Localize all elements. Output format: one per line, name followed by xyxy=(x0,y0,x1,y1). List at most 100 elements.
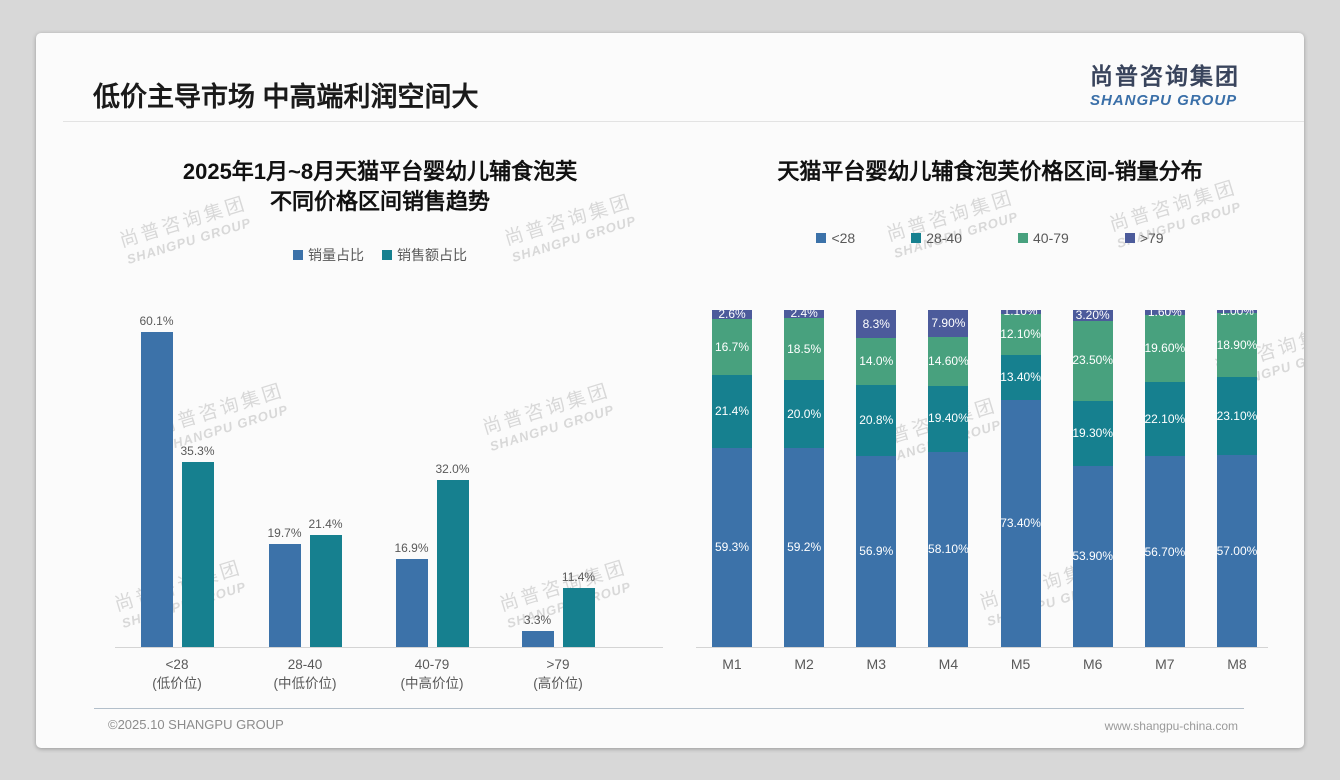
segment-value-label: 8.3% xyxy=(862,316,890,331)
bar-segment xyxy=(1000,310,1041,314)
bar-segment xyxy=(1216,310,1257,314)
segment-value-label: 19.30% xyxy=(1072,425,1114,440)
bar-segment xyxy=(712,310,752,319)
bar-segment xyxy=(1000,399,1041,648)
bar-segment xyxy=(1000,313,1041,355)
x-axis-label: M1 xyxy=(722,656,742,672)
stacked-chart-legend: <28 28-40 40-79 >79 xyxy=(700,230,1280,246)
bar-segment xyxy=(712,375,752,448)
grouped-x-axis: <28 (低价位) 28-40 (中低价位) 40-79 (中高价位) >79 (高价位) xyxy=(115,655,675,701)
segment-value-label: 16.7% xyxy=(714,339,750,354)
bar-segment xyxy=(856,385,897,456)
bar-segment xyxy=(1072,465,1113,648)
x-axis-label: M8 xyxy=(1227,656,1247,672)
segment-value-label: 22.10% xyxy=(1144,411,1186,426)
legend-label: >79 xyxy=(1139,230,1164,246)
x-axis-label: M4 xyxy=(938,656,959,672)
segment-value-label: 56.9% xyxy=(859,544,894,559)
bar-segment xyxy=(1144,456,1185,648)
bar-value-label: 3.3% xyxy=(523,612,552,627)
segment-value-label: 14.0% xyxy=(859,354,894,369)
bar-value-label: 11.4% xyxy=(561,570,596,585)
segment-value-label: 3.20% xyxy=(1075,310,1110,323)
bar-value-label: 19.7% xyxy=(267,526,302,541)
x-axis-label: 28-40 (中低价位) xyxy=(245,655,365,693)
slide: 尚普咨询集团 SHANGPU GROUP 尚普咨询集团 SHANGPU GROUP 尚普… xyxy=(36,33,1304,748)
segment-value-label: 58.10% xyxy=(928,542,969,557)
logo-en-text: SHANGPU GROUP xyxy=(1090,92,1238,109)
legend-swatch-icon xyxy=(911,233,922,243)
bar-segment xyxy=(712,447,752,648)
segment-value-label: 18.5% xyxy=(787,341,822,356)
x-axis-label: M6 xyxy=(1082,656,1103,672)
company-logo: 尚普咨询集团 SHANGPU GROUP xyxy=(1090,57,1240,109)
legend-swatch-icon xyxy=(1124,233,1135,243)
segment-value-label: 14.60% xyxy=(928,353,969,368)
bar-segment xyxy=(856,455,897,648)
segment-value-label: 1.60% xyxy=(1147,310,1182,320)
grouped-x-axis-line xyxy=(115,647,663,648)
segment-value-label: 57.00% xyxy=(1216,544,1258,559)
segment-value-label: 73.40% xyxy=(1000,516,1041,531)
bar xyxy=(140,331,173,648)
x-axis-label-line: >79 xyxy=(546,657,570,672)
segment-value-label: 59.3% xyxy=(714,540,750,555)
segment-value-label: 2.4% xyxy=(790,310,818,321)
segment-value-label: 1.00% xyxy=(1219,310,1254,319)
segment-value-label: 18.90% xyxy=(1216,337,1258,352)
bar-segment xyxy=(784,310,825,318)
bar-segment xyxy=(856,310,897,339)
stacked-x-axis-line xyxy=(696,647,1268,648)
bar-segment xyxy=(1072,400,1113,466)
legend-swatch-icon xyxy=(1018,233,1028,243)
segment-value-label: 19.40% xyxy=(928,411,969,426)
bar-value-label: 35.3% xyxy=(180,444,215,459)
grouped-chart-title: 2025年1月~8月天猫平台婴幼儿辅食泡芙 不同价格区间销售趋势 xyxy=(100,157,660,217)
x-axis-label-line: 28-40 xyxy=(287,657,323,672)
segment-value-label: 23.50% xyxy=(1072,353,1114,368)
x-axis-label-line: (高价位) xyxy=(533,676,583,691)
grouped-chart-title-line2: 不同价格区间销售趋势 xyxy=(269,189,490,214)
bar-segment xyxy=(928,451,969,648)
bar-segment xyxy=(1216,313,1257,378)
grouped-chart-title-line1: 2025年1月~8月天猫平台婴幼儿辅食泡芙 xyxy=(182,159,578,184)
legend-item: 销售额占比 xyxy=(382,245,467,265)
x-axis-label-line: 40-79 xyxy=(414,657,450,672)
x-axis-label-line: (低价位) xyxy=(152,676,202,691)
bar xyxy=(521,630,554,648)
legend-label: 销量占比 xyxy=(308,247,364,263)
bar-segment xyxy=(856,338,897,386)
grouped-bar-plot: 60.1% 19.7% 16.9% 3.3% 35.3% 21.4% 32.0% 11.4% xyxy=(115,308,675,648)
bar-segment xyxy=(928,336,969,387)
bar-value-label: 21.4% xyxy=(308,517,343,532)
bar-segment xyxy=(1144,310,1185,316)
bar-segment xyxy=(712,318,752,376)
bar-segment xyxy=(784,380,825,448)
legend-swatch-icon xyxy=(293,250,303,260)
copyright-text: ©2025.10 SHANGPU GROUP xyxy=(108,717,284,732)
stacked-chart-title: 天猫平台婴幼儿辅食泡芙价格区间-销量分布 xyxy=(777,159,1203,184)
segment-value-label: 19.60% xyxy=(1144,341,1186,356)
bar-segment xyxy=(928,310,969,337)
logo-cn-text: 尚普咨询集团 xyxy=(1090,63,1240,89)
grouped-chart-legend: 销量占比 销售额占比 xyxy=(100,245,660,265)
segment-value-label: 53.90% xyxy=(1072,549,1114,564)
bar-value-label: 60.1% xyxy=(139,313,174,328)
website-text: www.shangpu-china.com xyxy=(1104,719,1238,733)
x-axis-label: M7 xyxy=(1155,656,1175,672)
segment-value-label: 59.2% xyxy=(787,540,822,555)
x-axis-label-line: (中高价位) xyxy=(400,676,464,691)
legend-label: 28-40 xyxy=(926,230,962,246)
bar-segment xyxy=(784,317,825,381)
x-axis-label: M5 xyxy=(1010,656,1031,672)
segment-value-label: 2.6% xyxy=(718,310,746,321)
bar-segment xyxy=(928,386,969,452)
segment-value-label: 20.0% xyxy=(787,406,822,421)
bar-segment xyxy=(1216,377,1257,456)
bar-segment xyxy=(784,447,825,648)
bar xyxy=(395,559,428,648)
segment-value-label: 1.10% xyxy=(1003,310,1038,319)
legend-item: >79 xyxy=(1124,230,1164,246)
bar xyxy=(181,462,214,648)
